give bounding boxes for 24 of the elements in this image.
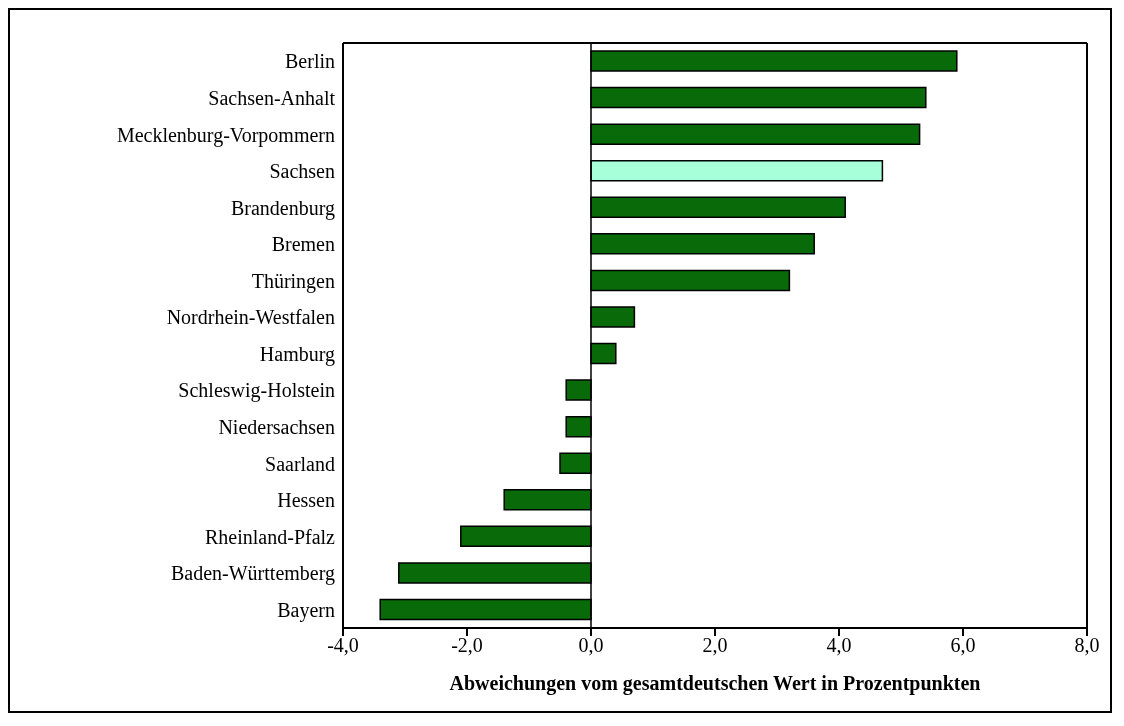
y-tick-label: Sachsen: [269, 160, 335, 183]
y-tick-label: Mecklenburg-Vorpommern: [116, 123, 335, 147]
y-tick-label: Schleswig-Holstein: [178, 379, 335, 403]
y-tick-label: Bayern: [277, 598, 335, 622]
x-tick-label: 2,0: [702, 634, 728, 657]
x-axis-title: Abweichungen vom gesamtdeutschen Wert in Prozentpunkten: [449, 672, 981, 695]
x-tick-label: 6,0: [950, 634, 976, 657]
y-tick-label: Thüringen: [251, 269, 335, 293]
y-tick-label: Baden-Württemberg: [170, 562, 335, 586]
x-tick-label: 0,0: [578, 634, 604, 657]
y-tick-label: Niedersachsen: [218, 416, 335, 439]
y-tick-label: Rheinland-Pfalz: [205, 525, 336, 548]
x-tick-label: 4,0: [826, 634, 852, 657]
y-tick-label: Saarland: [265, 452, 335, 475]
x-tick-label: -2,0: [451, 634, 483, 657]
y-tick-label: Sachsen-Anhalt: [208, 86, 336, 109]
y-tick-label: Brandenburg: [230, 196, 335, 220]
x-tick-label: 8,0: [1074, 634, 1100, 657]
x-tick-label: -4,0: [327, 634, 359, 657]
y-tick-label: Bremen: [271, 233, 335, 256]
y-tick-label: Nordrhein-Westfalen: [166, 306, 335, 329]
y-tick-label: Berlin: [285, 50, 335, 73]
y-tick-label: Hamburg: [259, 342, 335, 366]
y-tick-label: Hessen: [277, 489, 335, 512]
